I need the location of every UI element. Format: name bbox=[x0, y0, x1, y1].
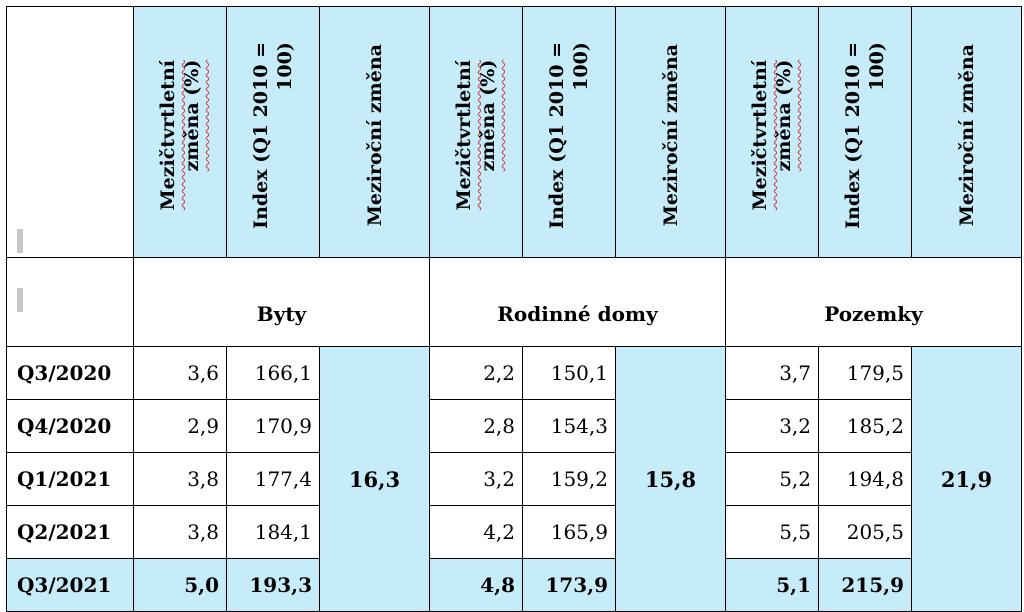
cell-value: 5,1 bbox=[725, 558, 819, 612]
cell-value: 5,2 bbox=[725, 452, 819, 506]
row-label: Q4/2020 bbox=[6, 399, 134, 453]
group-corner-cell bbox=[6, 257, 134, 347]
paragraph-marker bbox=[17, 229, 23, 253]
cell-value: 3,2 bbox=[429, 452, 523, 506]
table-row-latest: Q3/2021 5,0 193,3 4,8 173,9 5,1 215,9 bbox=[6, 558, 1022, 612]
yoy-value-rodinne-domy: 15,8 bbox=[615, 346, 726, 612]
cell-value: 3,7 bbox=[725, 346, 819, 400]
group-label-rodinne-domy: Rodinné domy bbox=[429, 257, 726, 347]
cell-value: 177,4 bbox=[226, 452, 320, 506]
paragraph-marker bbox=[17, 288, 23, 312]
header-index-pozemky: Index (Q1 2010 = 100) bbox=[818, 6, 912, 258]
cell-value: 215,9 bbox=[818, 558, 912, 612]
row-label: Q3/2020 bbox=[6, 346, 134, 400]
header-qoq-pozemky: Mezičtvrtletní změna (%) bbox=[725, 6, 819, 258]
header-qoq-rodinne-domy: Mezičtvrtletní změna (%) bbox=[429, 6, 523, 258]
cell-value: 193,3 bbox=[226, 558, 320, 612]
cell-value: 194,8 bbox=[818, 452, 912, 506]
column-header-row: Mezičtvrtletní změna (%) Index (Q1 2010 … bbox=[6, 6, 1022, 258]
row-label: Q2/2021 bbox=[6, 505, 134, 559]
price-index-table: Mezičtvrtletní změna (%) Index (Q1 2010 … bbox=[6, 6, 1022, 612]
header-yoy-rodinne-domy: Meziroční změna bbox=[615, 6, 726, 258]
cell-value: 150,1 bbox=[522, 346, 616, 400]
cell-value: 2,8 bbox=[429, 399, 523, 453]
table-row: Q4/2020 2,9 170,9 2,8 154,3 3,2 185,2 bbox=[6, 399, 1022, 453]
cell-value: 3,2 bbox=[725, 399, 819, 453]
cell-value: 4,8 bbox=[429, 558, 523, 612]
corner-cell bbox=[6, 6, 134, 258]
cell-value: 179,5 bbox=[818, 346, 912, 400]
header-index-byty: Index (Q1 2010 = 100) bbox=[226, 6, 320, 258]
table-row: Q1/2021 3,8 177,4 3,2 159,2 5,2 194,8 bbox=[6, 452, 1022, 506]
cell-value: 184,1 bbox=[226, 505, 320, 559]
header-yoy-byty: Meziroční změna bbox=[319, 6, 430, 258]
table-row: Q3/2020 3,6 166,1 16,3 2,2 150,1 15,8 3,… bbox=[6, 346, 1022, 612]
cell-value: 5,0 bbox=[133, 558, 227, 612]
row-label: Q1/2021 bbox=[6, 452, 134, 506]
cell-value: 185,2 bbox=[818, 399, 912, 453]
cell-value: 170,9 bbox=[226, 399, 320, 453]
yoy-value-byty: 16,3 bbox=[319, 346, 430, 612]
cell-value: 154,3 bbox=[522, 399, 616, 453]
table-row: Q2/2021 3,8 184,1 4,2 165,9 5,5 205,5 bbox=[6, 505, 1022, 559]
group-label-pozemky: Pozemky bbox=[725, 257, 1022, 347]
cell-value: 2,2 bbox=[429, 346, 523, 400]
cell-value: 205,5 bbox=[818, 505, 912, 559]
cell-value: 173,9 bbox=[522, 558, 616, 612]
header-yoy-pozemky: Meziroční změna bbox=[911, 6, 1022, 258]
yoy-value-pozemky: 21,9 bbox=[911, 346, 1022, 612]
cell-value: 3,8 bbox=[133, 505, 227, 559]
header-index-rodinne-domy: Index (Q1 2010 = 100) bbox=[522, 6, 616, 258]
cell-value: 166,1 bbox=[226, 346, 320, 400]
cell-value: 165,9 bbox=[522, 505, 616, 559]
cell-value: 3,8 bbox=[133, 452, 227, 506]
cell-value: 159,2 bbox=[522, 452, 616, 506]
group-label-byty: Byty bbox=[133, 257, 430, 347]
group-header-row: Byty Rodinné domy Pozemky bbox=[6, 257, 1022, 347]
cell-value: 5,5 bbox=[725, 505, 819, 559]
cell-value: 4,2 bbox=[429, 505, 523, 559]
row-label: Q3/2021 bbox=[6, 558, 134, 612]
cell-value: 3,6 bbox=[133, 346, 227, 400]
cell-value: 2,9 bbox=[133, 399, 227, 453]
header-qoq-byty: Mezičtvrtletní změna (%) bbox=[133, 6, 227, 258]
